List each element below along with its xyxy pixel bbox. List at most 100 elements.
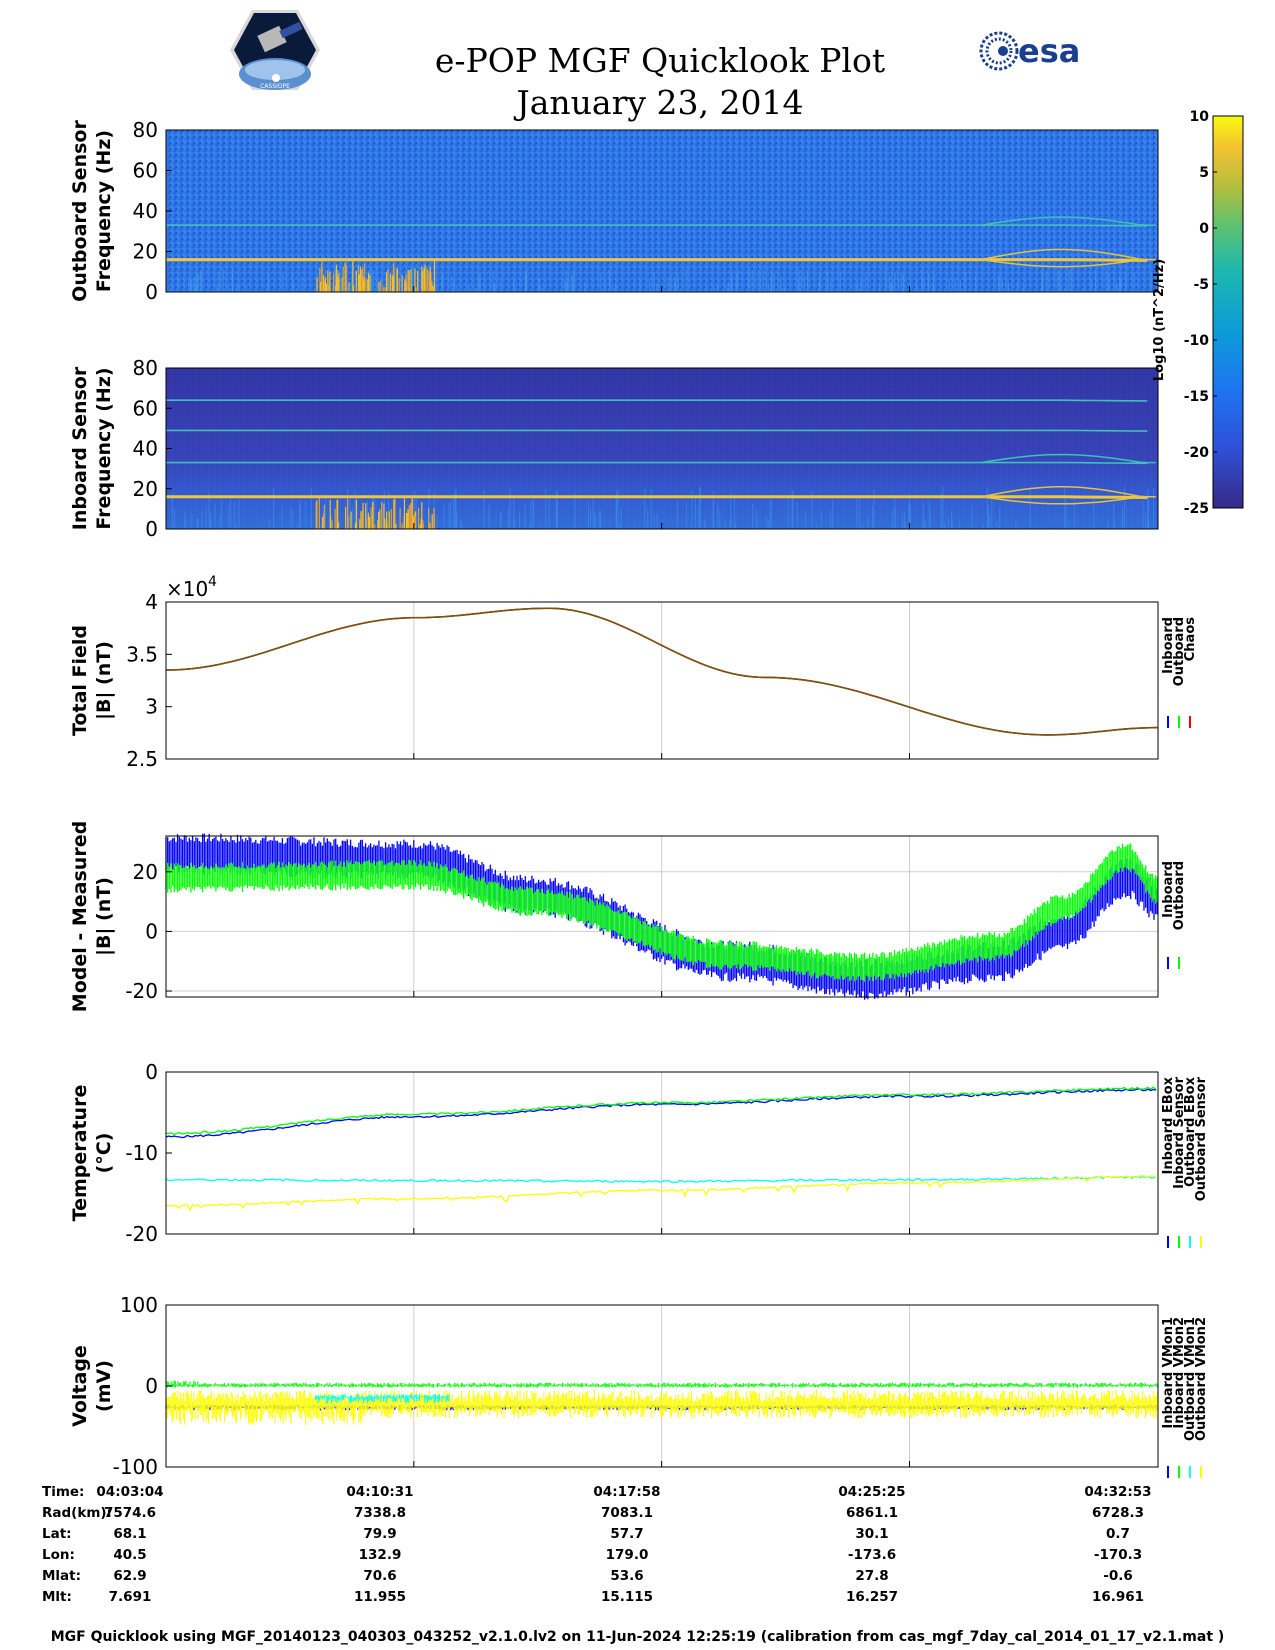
inboard-spectrogram-tick-label: 40 — [133, 437, 158, 461]
outboard-spectrogram-tick-label: 40 — [133, 199, 158, 223]
temperature-ylabel-line: (°C) — [93, 1133, 115, 1174]
total-field-tick-label: 3.5 — [126, 642, 158, 666]
ephemeris-row: Lon: 40.5 132.9 179.0 -173.6 -170.3 — [0, 1547, 1275, 1567]
colorbar-tick-label: -10 — [1184, 333, 1210, 349]
ephemeris-cell: 6861.1 — [845, 1505, 899, 1521]
outboard-spectrogram-band — [166, 258, 1148, 262]
total-field-tick-label: 4 — [145, 590, 158, 614]
ephemeris-cell: 62.9 — [113, 1568, 147, 1584]
model-measured-ylabel: Model - Measured |B| (nT) — [69, 821, 115, 1012]
legend-label: Inboard — [1161, 617, 1176, 674]
title-block: e-POP MGF Quicklook Plot January 23, 201… — [380, 40, 940, 124]
voltage-ylabel-line: Voltage — [69, 1345, 91, 1427]
temperature-outboard-sensor-line — [165, 1175, 1157, 1212]
ephemeris-cell: 0.7 — [1106, 1526, 1130, 1542]
voltage-tick-label: -100 — [113, 1455, 158, 1479]
temperature-tick-label: 0 — [145, 1060, 158, 1084]
outboard-spectrogram-tick-label: 20 — [133, 240, 158, 264]
legend-label: Outboard VMon2 — [1194, 1317, 1209, 1441]
ephemeris-cell: 11.955 — [353, 1589, 407, 1605]
legend-label: Outboard — [1172, 617, 1187, 686]
outboard-spectrogram-split-band — [980, 248, 1156, 261]
inboard-spectrogram-tick-label: 80 — [133, 356, 158, 380]
total-field-ylabel-line: Total Field — [69, 625, 91, 736]
voltage-outboard-vmon1-trace — [315, 1394, 450, 1404]
inboard-spectrogram-ylabel: Inboard Sensor Frequency (Hz) — [69, 366, 115, 530]
ephemeris-cell: 68.1 — [113, 1526, 147, 1542]
ephemeris-row-label: Lat: — [42, 1526, 72, 1542]
voltage-tick-label: 0 — [145, 1374, 158, 1398]
colorbar-tick-label: 5 — [1199, 165, 1209, 181]
legend-label: Outboard EBox — [1183, 1076, 1198, 1186]
total-field-chaos-line — [165, 607, 1158, 736]
svg-text:CASSIOPE: CASSIOPE — [260, 83, 290, 90]
ephemeris-row-label: Mlt: — [42, 1589, 72, 1605]
colorbar-label-text: Log10 (nT^2/Hz) — [1152, 259, 1167, 381]
temperature-inboard-sensor-line — [165, 1086, 1157, 1136]
outboard-spectrogram-tick-label: 60 — [133, 159, 158, 183]
ephemeris-cell: 04:17:58 — [593, 1484, 661, 1500]
outboard-spectrogram-tick-label: 80 — [133, 118, 158, 142]
colorbar-tick-label: -5 — [1193, 277, 1209, 293]
esa-logo: esa — [978, 30, 1088, 76]
total-field-tick-label: 2.5 — [126, 747, 158, 771]
outboard-spectrogram-split-band — [980, 216, 1156, 226]
temperature-inboard-ebox-line — [165, 1088, 1157, 1139]
ephemeris-cell: 04:03:04 — [96, 1484, 164, 1500]
ephemeris-cell: 27.8 — [855, 1568, 889, 1584]
ephemeris-cell: 04:10:31 — [346, 1484, 414, 1500]
ephemeris-row-label: Rad(km): — [42, 1505, 112, 1521]
voltage-ylabel: Voltage (mV) — [69, 1345, 115, 1427]
model-measured-ylabel-line: |B| (nT) — [93, 877, 115, 956]
ephemeris-row: Mlt: 7.691 11.955 15.115 16.257 16.961 — [0, 1589, 1275, 1609]
model-measured-tick-label: 0 — [145, 919, 158, 943]
inboard-spectrogram-texture — [166, 368, 1158, 529]
total-field-multiplier: ×10 — [166, 577, 208, 601]
inboard-spectrogram-band — [166, 461, 1148, 465]
ephemeris-cell: 79.9 — [363, 1526, 397, 1542]
model-measured-tick-label: 20 — [133, 860, 158, 884]
total-field-ylabel: Total Field |B| (nT) — [69, 625, 115, 736]
outboard-spectrogram-split-band — [980, 258, 1156, 268]
ephemeris-cell: 7.691 — [108, 1589, 152, 1605]
ephemeris-cell: -173.6 — [847, 1547, 897, 1563]
model-measured-ylabel-line: Model - Measured — [69, 821, 91, 1012]
legend-label: Inboard — [1161, 861, 1176, 918]
legend-label: Outboard Sensor — [1194, 1076, 1209, 1201]
ephemeris-row: Time: 04:03:04 04:10:31 04:17:58 04:25:25 04:… — [0, 1484, 1275, 1504]
plot-date: January 23, 2014 — [516, 83, 804, 122]
colorbar-tick-label: 10 — [1190, 109, 1210, 125]
ephemeris-cell: 7338.8 — [353, 1505, 407, 1521]
ephemeris-cell: 16.257 — [845, 1589, 899, 1605]
ephemeris-row-label: Time: — [42, 1484, 85, 1500]
ephemeris-cell: 04:25:25 — [838, 1484, 906, 1500]
colorbar-tick-label: -25 — [1184, 501, 1209, 517]
ephemeris-cell: 6728.3 — [1091, 1505, 1145, 1521]
ephemeris-row: Lat: 68.1 79.9 57.7 30.1 0.7 — [0, 1526, 1275, 1546]
ephemeris-row: Rad(km): 7574.6 7338.8 7083.1 6861.1 6728.3 — [0, 1505, 1275, 1525]
ephemeris-cell: 132.9 — [358, 1547, 402, 1563]
colorbar-label: Log10 (nT^2/Hz) — [1152, 259, 1167, 381]
colorbar-tick-label: -20 — [1184, 445, 1210, 461]
outboard-spectrogram-ylabel: Outboard Sensor Frequency (Hz) — [69, 120, 115, 302]
ephemeris-cell: 57.7 — [610, 1526, 644, 1542]
svg-text:esa: esa — [1018, 32, 1080, 70]
footer-caption: MGF Quicklook using MGF_20140123_040303_… — [50, 1629, 1225, 1645]
colorbar-tick-label: 0 — [1199, 221, 1209, 237]
inboard-spectrogram-split-band — [980, 496, 1156, 505]
inboard-spectrogram-split-band — [980, 453, 1156, 464]
ephemeris-cell: 7574.6 — [103, 1505, 157, 1521]
temperature-ylabel-line: Temperature — [69, 1085, 91, 1222]
inboard-spectrogram-band — [166, 429, 1148, 432]
temperature-tick-label: -20 — [125, 1222, 158, 1246]
inboard-spectrogram-band — [166, 399, 1148, 402]
voltage-tick-label: 100 — [120, 1293, 158, 1317]
outboard-spectrogram-ylabel-line: Outboard Sensor — [69, 120, 91, 302]
ephemeris-cell: 04:32:53 — [1084, 1484, 1152, 1500]
total-field-ylabel-line: |B| (nT) — [93, 641, 115, 720]
inboard-spectrogram-tick-label: 60 — [133, 396, 158, 420]
legend-label: Outboard — [1172, 861, 1187, 930]
inboard-spectrogram-ylabel-line: Frequency (Hz) — [93, 367, 115, 529]
outboard-spectrogram-ylabel-line: Frequency (Hz) — [93, 130, 115, 292]
